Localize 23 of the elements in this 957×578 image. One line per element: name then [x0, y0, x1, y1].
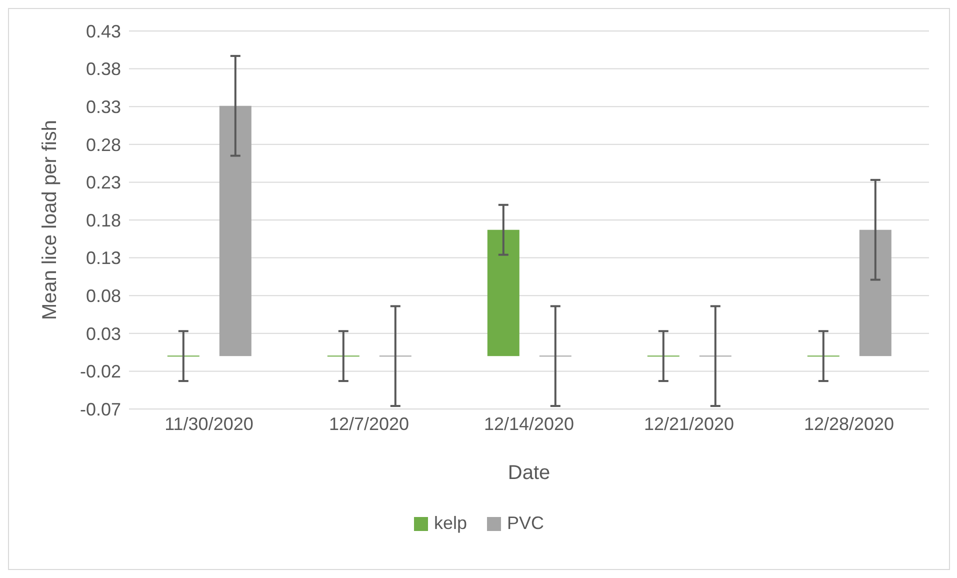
y-tick-label: 0.03	[86, 324, 121, 344]
legend-label: kelp	[432, 513, 467, 534]
x-tick-label: 11/30/2020	[164, 414, 254, 434]
y-axis-title: Mean lice load per fish	[39, 120, 62, 320]
bar	[219, 106, 252, 356]
x-tick-label: 12/21/2020	[644, 414, 734, 434]
y-tick-label: 0.08	[86, 286, 121, 306]
y-tick-label: -0.02	[80, 362, 121, 382]
y-tick-label: 0.18	[86, 210, 121, 230]
bar	[487, 230, 520, 356]
y-tick-label: 0.38	[86, 59, 121, 80]
bar	[859, 230, 892, 356]
x-tick-label: 12/7/2020	[328, 414, 410, 434]
y-tick-label: -0.07	[80, 399, 121, 420]
x-tick-label: 12/28/2020	[804, 414, 894, 434]
y-tick-label: 0.33	[86, 96, 121, 117]
legend-label: PVC	[506, 513, 544, 534]
y-tick-label: 0.28	[86, 134, 121, 155]
y-tick-label: 0.43	[86, 21, 121, 42]
y-tick-label: 0.23	[86, 172, 121, 193]
x-axis-title: Date	[508, 462, 550, 484]
x-tick-label: 12/14/2020	[484, 414, 574, 434]
y-tick-label: 0.13	[86, 248, 121, 268]
